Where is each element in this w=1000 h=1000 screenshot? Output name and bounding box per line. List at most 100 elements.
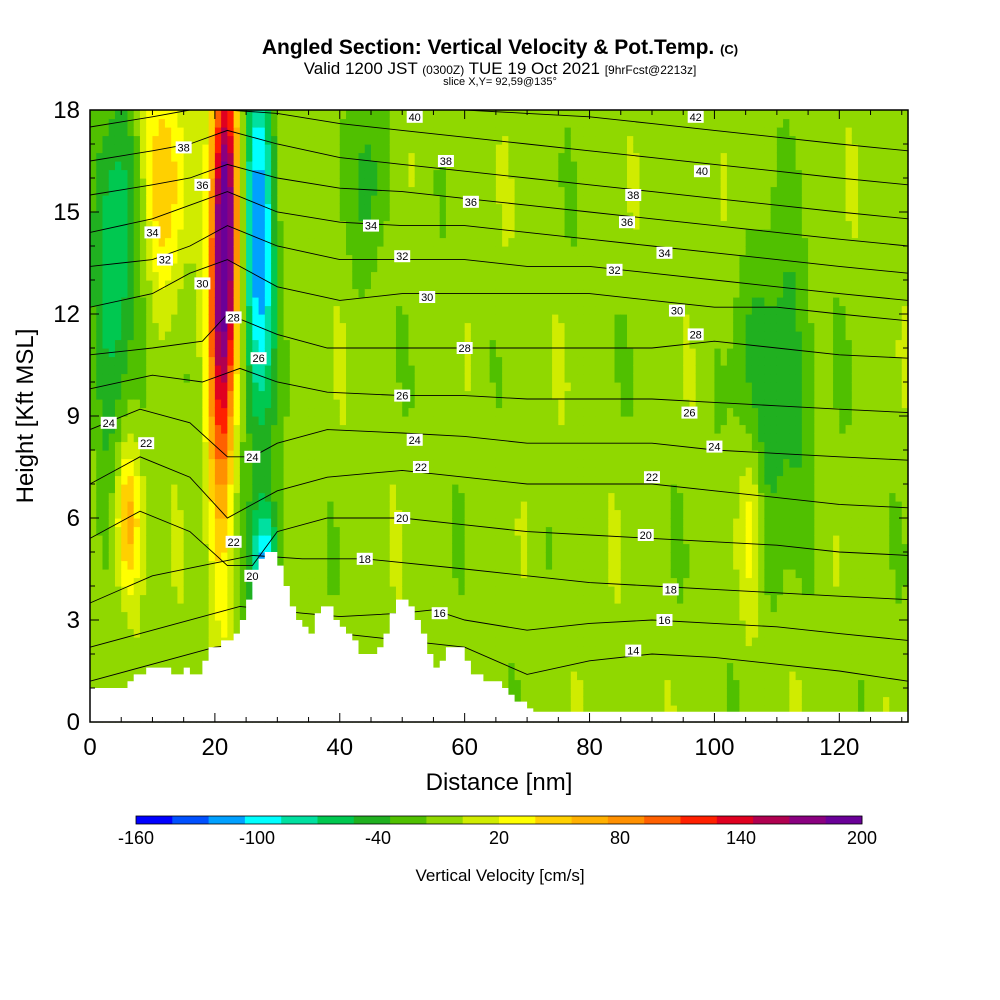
velocity-cell	[414, 288, 422, 298]
velocity-cell	[96, 654, 104, 664]
velocity-cell	[196, 203, 203, 213]
velocity-cell	[221, 475, 228, 485]
velocity-cell	[414, 322, 422, 332]
velocity-cell	[271, 467, 278, 477]
velocity-cell	[514, 195, 522, 205]
velocity-cell	[408, 305, 416, 315]
velocity-cell	[427, 178, 435, 188]
velocity-cell	[271, 543, 278, 553]
velocity-cell	[433, 569, 441, 579]
velocity-cell	[308, 475, 316, 485]
velocity-cell	[271, 305, 278, 315]
velocity-cell	[139, 373, 147, 383]
velocity-cell	[321, 254, 328, 264]
velocity-cell	[489, 322, 497, 332]
velocity-cell	[208, 186, 216, 196]
velocity-cell	[152, 365, 160, 375]
velocity-cell	[139, 152, 147, 162]
velocity-cell	[214, 475, 222, 485]
velocity-cell	[321, 220, 328, 230]
velocity-cell	[102, 620, 110, 630]
velocity-cell	[433, 263, 441, 273]
velocity-cell	[302, 314, 310, 324]
velocity-cell	[102, 152, 110, 162]
velocity-cell	[121, 628, 129, 638]
velocity-cell	[389, 246, 397, 256]
velocity-cell	[508, 416, 516, 426]
velocity-cell	[346, 305, 353, 315]
velocity-cell	[395, 373, 403, 383]
velocity-cell	[258, 433, 266, 443]
velocity-cell	[202, 552, 210, 562]
velocity-cell	[395, 314, 403, 324]
velocity-cell	[233, 263, 241, 273]
velocity-cell	[408, 399, 416, 409]
velocity-cell	[364, 603, 372, 613]
velocity-cell	[158, 280, 166, 290]
velocity-cell	[477, 603, 484, 613]
velocity-cell	[514, 552, 522, 562]
velocity-cell	[370, 535, 378, 545]
velocity-cell	[477, 203, 484, 213]
velocity-cell	[271, 297, 278, 307]
velocity-cell	[108, 229, 116, 239]
velocity-cell	[452, 220, 460, 230]
velocity-cell	[177, 543, 185, 553]
velocity-cell	[402, 552, 410, 562]
velocity-cell	[90, 594, 97, 604]
velocity-cell	[108, 220, 116, 230]
velocity-cell	[420, 195, 428, 205]
velocity-cell	[402, 424, 410, 434]
velocity-cell	[164, 373, 172, 383]
velocity-cell	[289, 424, 297, 434]
velocity-cell	[414, 348, 422, 358]
velocity-cell	[452, 543, 460, 553]
velocity-cell	[152, 331, 160, 341]
velocity-cell	[246, 237, 253, 247]
velocity-cell	[146, 169, 154, 179]
velocity-cell	[296, 518, 303, 528]
velocity-cell	[458, 263, 466, 273]
velocity-cell	[258, 263, 266, 273]
velocity-cell	[133, 390, 141, 400]
velocity-cell	[327, 569, 335, 579]
velocity-cell	[196, 654, 203, 664]
velocity-cell	[196, 220, 203, 230]
velocity-cell	[364, 348, 372, 358]
velocity-cell	[358, 450, 366, 460]
velocity-cell	[289, 492, 297, 502]
velocity-cell	[483, 577, 491, 587]
velocity-cell	[314, 348, 322, 358]
velocity-cell	[377, 322, 385, 332]
velocity-cell	[177, 492, 185, 502]
valid-date: TUE 19 Oct 2021	[468, 59, 600, 78]
velocity-cell	[321, 288, 328, 298]
velocity-cell	[177, 322, 185, 332]
velocity-cell	[183, 339, 191, 349]
velocity-cell	[208, 178, 216, 188]
velocity-cell	[208, 322, 216, 332]
velocity-cell	[121, 560, 129, 570]
velocity-cell	[246, 424, 253, 434]
velocity-cell	[164, 654, 172, 664]
velocity-cell	[458, 526, 466, 536]
velocity-cell	[389, 484, 397, 494]
velocity-cell	[314, 305, 322, 315]
velocity-cell	[114, 671, 122, 681]
velocity-cell	[477, 118, 484, 128]
velocity-cell	[452, 314, 460, 324]
velocity-cell	[158, 611, 166, 621]
velocity-cell	[121, 586, 129, 596]
velocity-cell	[202, 110, 210, 120]
velocity-cell	[252, 110, 260, 120]
velocity-cell	[427, 144, 435, 154]
velocity-cell	[477, 662, 484, 672]
velocity-cell	[395, 135, 403, 145]
velocity-cell	[239, 297, 247, 307]
velocity-cell	[389, 407, 397, 417]
velocity-cell	[464, 492, 472, 502]
velocity-cell	[433, 322, 441, 332]
velocity-cell	[127, 416, 135, 426]
velocity-cell	[308, 212, 316, 222]
velocity-cell	[158, 144, 166, 154]
